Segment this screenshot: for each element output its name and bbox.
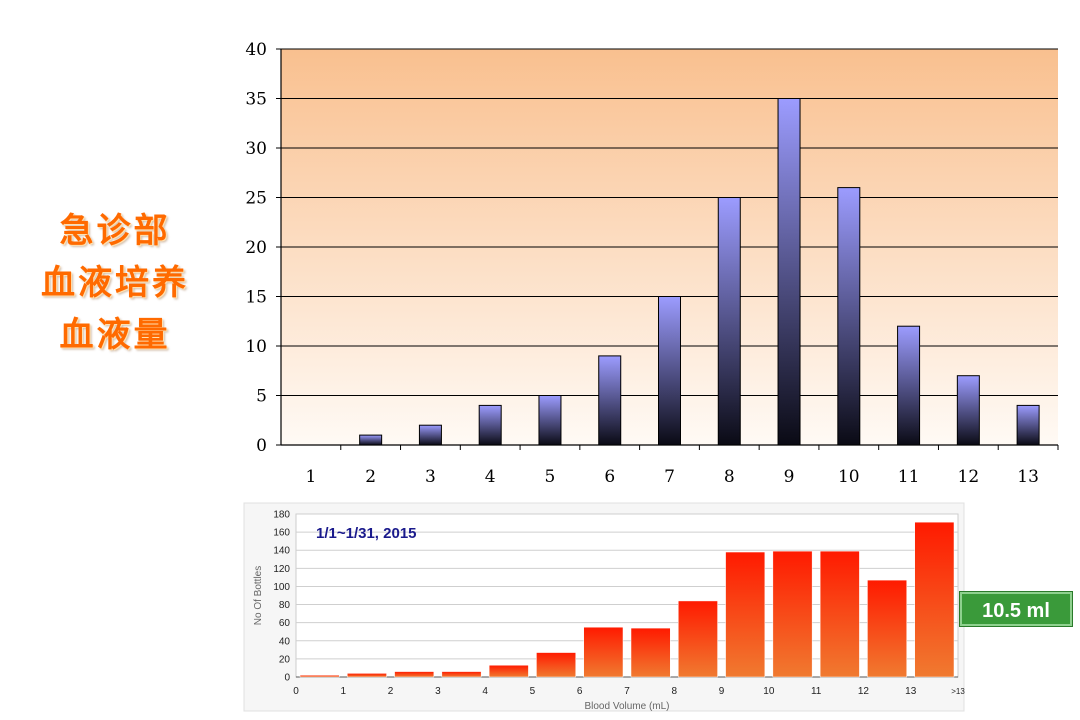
y-tick-label: 60 xyxy=(279,618,291,629)
x-tick-label: 9 xyxy=(784,467,795,487)
y-tick-label: 0 xyxy=(256,436,267,456)
bar xyxy=(819,550,860,678)
x-tick-label: 6 xyxy=(604,467,615,487)
x-tick-label: 3 xyxy=(435,686,441,697)
bar xyxy=(914,521,955,678)
x-tick-label: 10 xyxy=(763,686,775,697)
y-tick-label: 35 xyxy=(245,90,267,110)
bar xyxy=(837,187,861,446)
y-tick-label: 25 xyxy=(245,189,267,209)
y-tick-label: 100 xyxy=(273,582,290,593)
y-tick-label: 10 xyxy=(245,337,267,357)
bar xyxy=(538,395,562,446)
bar xyxy=(897,325,921,446)
bar xyxy=(1016,404,1040,446)
x-axis-label: Blood Volume (mL) xyxy=(584,701,669,712)
y-tick-label: 5 xyxy=(256,387,267,407)
y-tick-label: 160 xyxy=(273,528,290,539)
chart2-title: 1/1~1/31, 2015 xyxy=(316,525,417,542)
x-tick-label: 4 xyxy=(482,686,488,697)
x-tick-label: 8 xyxy=(724,467,735,487)
x-tick-label: 5 xyxy=(530,686,536,697)
bar xyxy=(347,673,387,678)
x-tick-label: 3 xyxy=(425,467,436,487)
bar xyxy=(394,671,435,678)
y-tick-label: 30 xyxy=(245,139,267,159)
volume-badge: 10.5 ml xyxy=(960,592,1072,626)
x-tick-label: 1 xyxy=(341,686,347,697)
bar xyxy=(536,652,576,678)
x-tick-label: 8 xyxy=(672,686,678,697)
x-tick-label: 1 xyxy=(305,467,316,487)
bar xyxy=(478,404,502,446)
x-tick-label: 13 xyxy=(905,686,917,697)
x-tick-label: 2 xyxy=(365,467,376,487)
side-title: 急诊部 血液培养 血液量 xyxy=(20,205,210,361)
x-tick-label: 4 xyxy=(485,467,496,487)
x-tick-label: >13 xyxy=(951,687,965,696)
x-tick-label: 5 xyxy=(545,467,556,487)
bar xyxy=(630,627,671,678)
bar xyxy=(956,375,980,446)
bar xyxy=(299,674,340,678)
side-title-line-1: 急诊部 xyxy=(59,211,171,251)
bar xyxy=(777,98,801,446)
y-tick-label: 15 xyxy=(245,288,267,308)
y-tick-label: 180 xyxy=(273,510,290,521)
x-tick-label: 12 xyxy=(958,467,980,487)
y-tick-label: 40 xyxy=(245,40,267,60)
y-axis-label: No Of Bottles xyxy=(253,566,264,625)
side-title-line-2: 血液培养 xyxy=(41,263,189,303)
y-tick-label: 120 xyxy=(273,564,290,575)
bar xyxy=(867,579,907,678)
x-tick-label: 10 xyxy=(838,467,860,487)
x-tick-label: 13 xyxy=(1017,467,1039,487)
x-tick-label: 6 xyxy=(577,686,583,697)
y-tick-label: 0 xyxy=(284,673,290,684)
y-tick-label: 20 xyxy=(279,654,291,665)
bar xyxy=(725,551,766,678)
side-title-line-3: 血液量 xyxy=(59,315,171,355)
y-tick-label: 80 xyxy=(279,600,291,611)
bar xyxy=(717,197,741,446)
y-tick-label: 140 xyxy=(273,546,290,557)
x-tick-label: 2 xyxy=(388,686,394,697)
x-tick-label: 7 xyxy=(664,467,675,487)
bar xyxy=(678,600,718,678)
x-tick-label: 9 xyxy=(719,686,725,697)
bar xyxy=(772,550,813,678)
bar xyxy=(441,671,482,678)
bar xyxy=(488,664,529,678)
x-tick-label: 12 xyxy=(858,686,870,697)
x-tick-label: 11 xyxy=(898,467,920,487)
y-tick-label: 40 xyxy=(279,636,291,647)
bar xyxy=(418,424,442,446)
x-tick-label: 0 xyxy=(293,686,299,697)
x-tick-label: 7 xyxy=(624,686,630,697)
y-tick-label: 20 xyxy=(245,238,267,258)
bar xyxy=(583,626,624,678)
bar xyxy=(658,296,681,446)
bar xyxy=(359,434,383,446)
x-tick-label: 11 xyxy=(811,686,822,697)
bar xyxy=(598,355,622,446)
